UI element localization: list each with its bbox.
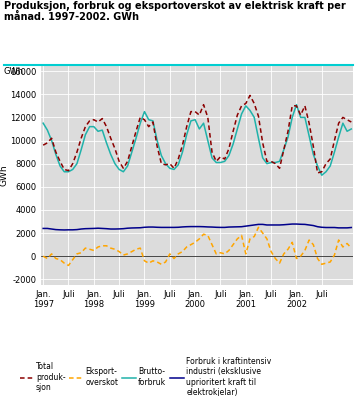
Legend: Total
produk-
sjon, Eksport-
overskot, Brutto-
forbruk, Forbruk i kraftintensiv
: Total produk- sjon, Eksport- overskot, B…	[20, 357, 272, 396]
Text: GWh: GWh	[4, 67, 24, 76]
Y-axis label: GWh: GWh	[0, 164, 9, 186]
Text: Produksjon, forbruk og eksportoverskot av elektrisk kraft per
månad. 1997-2002. : Produksjon, forbruk og eksportoverskot a…	[4, 1, 345, 23]
